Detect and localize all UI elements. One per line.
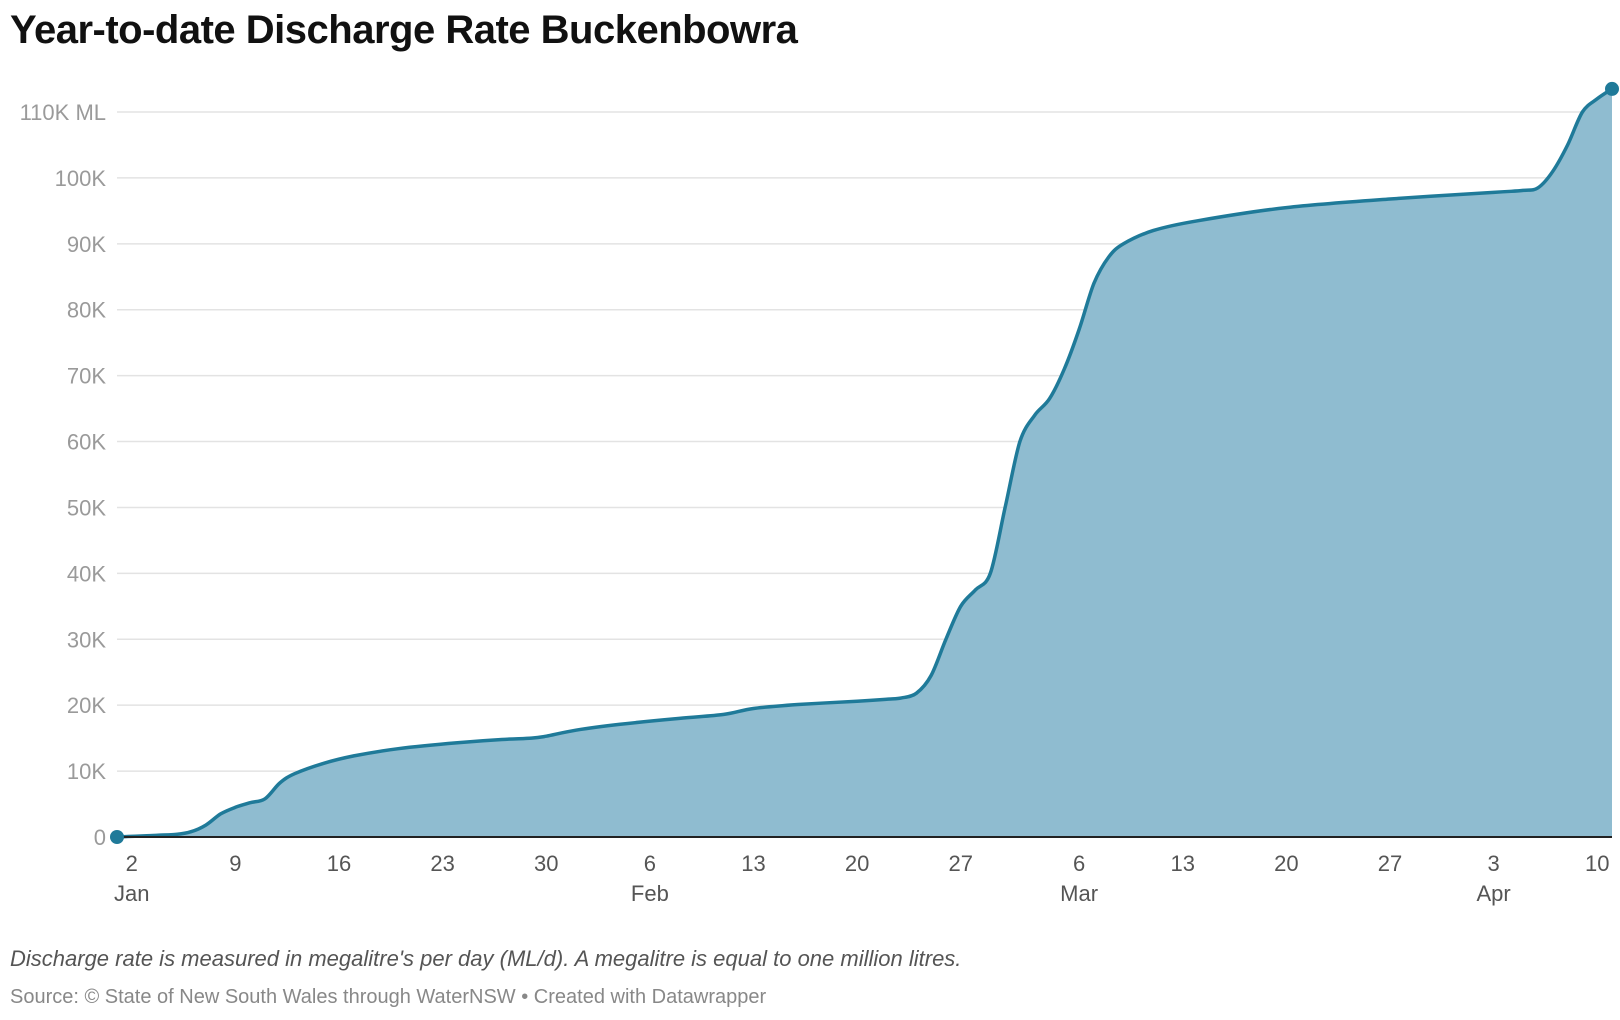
x-tick-label: 6 xyxy=(644,851,656,876)
x-tick-label: 20 xyxy=(1274,851,1298,876)
x-month-label: Apr xyxy=(1476,881,1510,906)
x-tick-label: 9 xyxy=(229,851,241,876)
y-tick-label: 20K xyxy=(67,693,106,718)
x-axis-ticks: 2 Jan 9 16 23 30 6 Feb 13 20 27 6 Mar 13 20 27 3 Apr 10 xyxy=(114,851,1609,906)
chart-note: Discharge rate is measured in megalitre'… xyxy=(10,946,962,971)
y-tick-label: 60K xyxy=(67,430,106,455)
area-fill xyxy=(117,88,1612,837)
x-month-label: Mar xyxy=(1060,881,1098,906)
x-tick-label: 10 xyxy=(1585,851,1609,876)
x-tick-label: 20 xyxy=(845,851,869,876)
x-month-label: Jan xyxy=(114,881,149,906)
series-line xyxy=(116,87,1613,839)
y-tick-label: 90K xyxy=(67,232,106,257)
x-tick-label: 23 xyxy=(430,851,454,876)
x-tick-label: 13 xyxy=(1171,851,1195,876)
y-tick-label: 0 xyxy=(94,825,106,850)
x-month-label: Feb xyxy=(631,881,669,906)
y-tick-label: 100K xyxy=(55,166,107,191)
chart-title: Year-to-date Discharge Rate Buckenbowra xyxy=(10,8,798,52)
x-tick-label: 27 xyxy=(948,851,972,876)
endpoints xyxy=(110,81,1619,844)
data-point xyxy=(1605,81,1619,96)
y-tick-label: 110K ML xyxy=(20,100,106,125)
y-axis-ticks: 0 10K 20K 30K 40K 50K 60K 70K 80K 90K 100K 110K ML xyxy=(20,100,107,850)
y-tick-label: 40K xyxy=(67,561,106,586)
y-tick-label: 30K xyxy=(67,627,106,652)
x-tick-label: 27 xyxy=(1378,851,1402,876)
y-tick-label: 70K xyxy=(67,364,106,389)
y-tick-label: 80K xyxy=(67,298,106,323)
x-tick-label: 16 xyxy=(327,851,351,876)
x-tick-label: 13 xyxy=(741,851,765,876)
data-point xyxy=(110,830,124,844)
x-tick-label: 3 xyxy=(1487,851,1499,876)
x-tick-label: 6 xyxy=(1073,851,1085,876)
x-tick-label: 30 xyxy=(534,851,558,876)
x-tick-label: 2 xyxy=(126,851,138,876)
y-tick-label: 10K xyxy=(67,759,106,784)
y-tick-label: 50K xyxy=(67,495,106,520)
chart-source: Source: © State of New South Wales throu… xyxy=(10,986,767,1008)
area-layer xyxy=(116,87,1613,839)
